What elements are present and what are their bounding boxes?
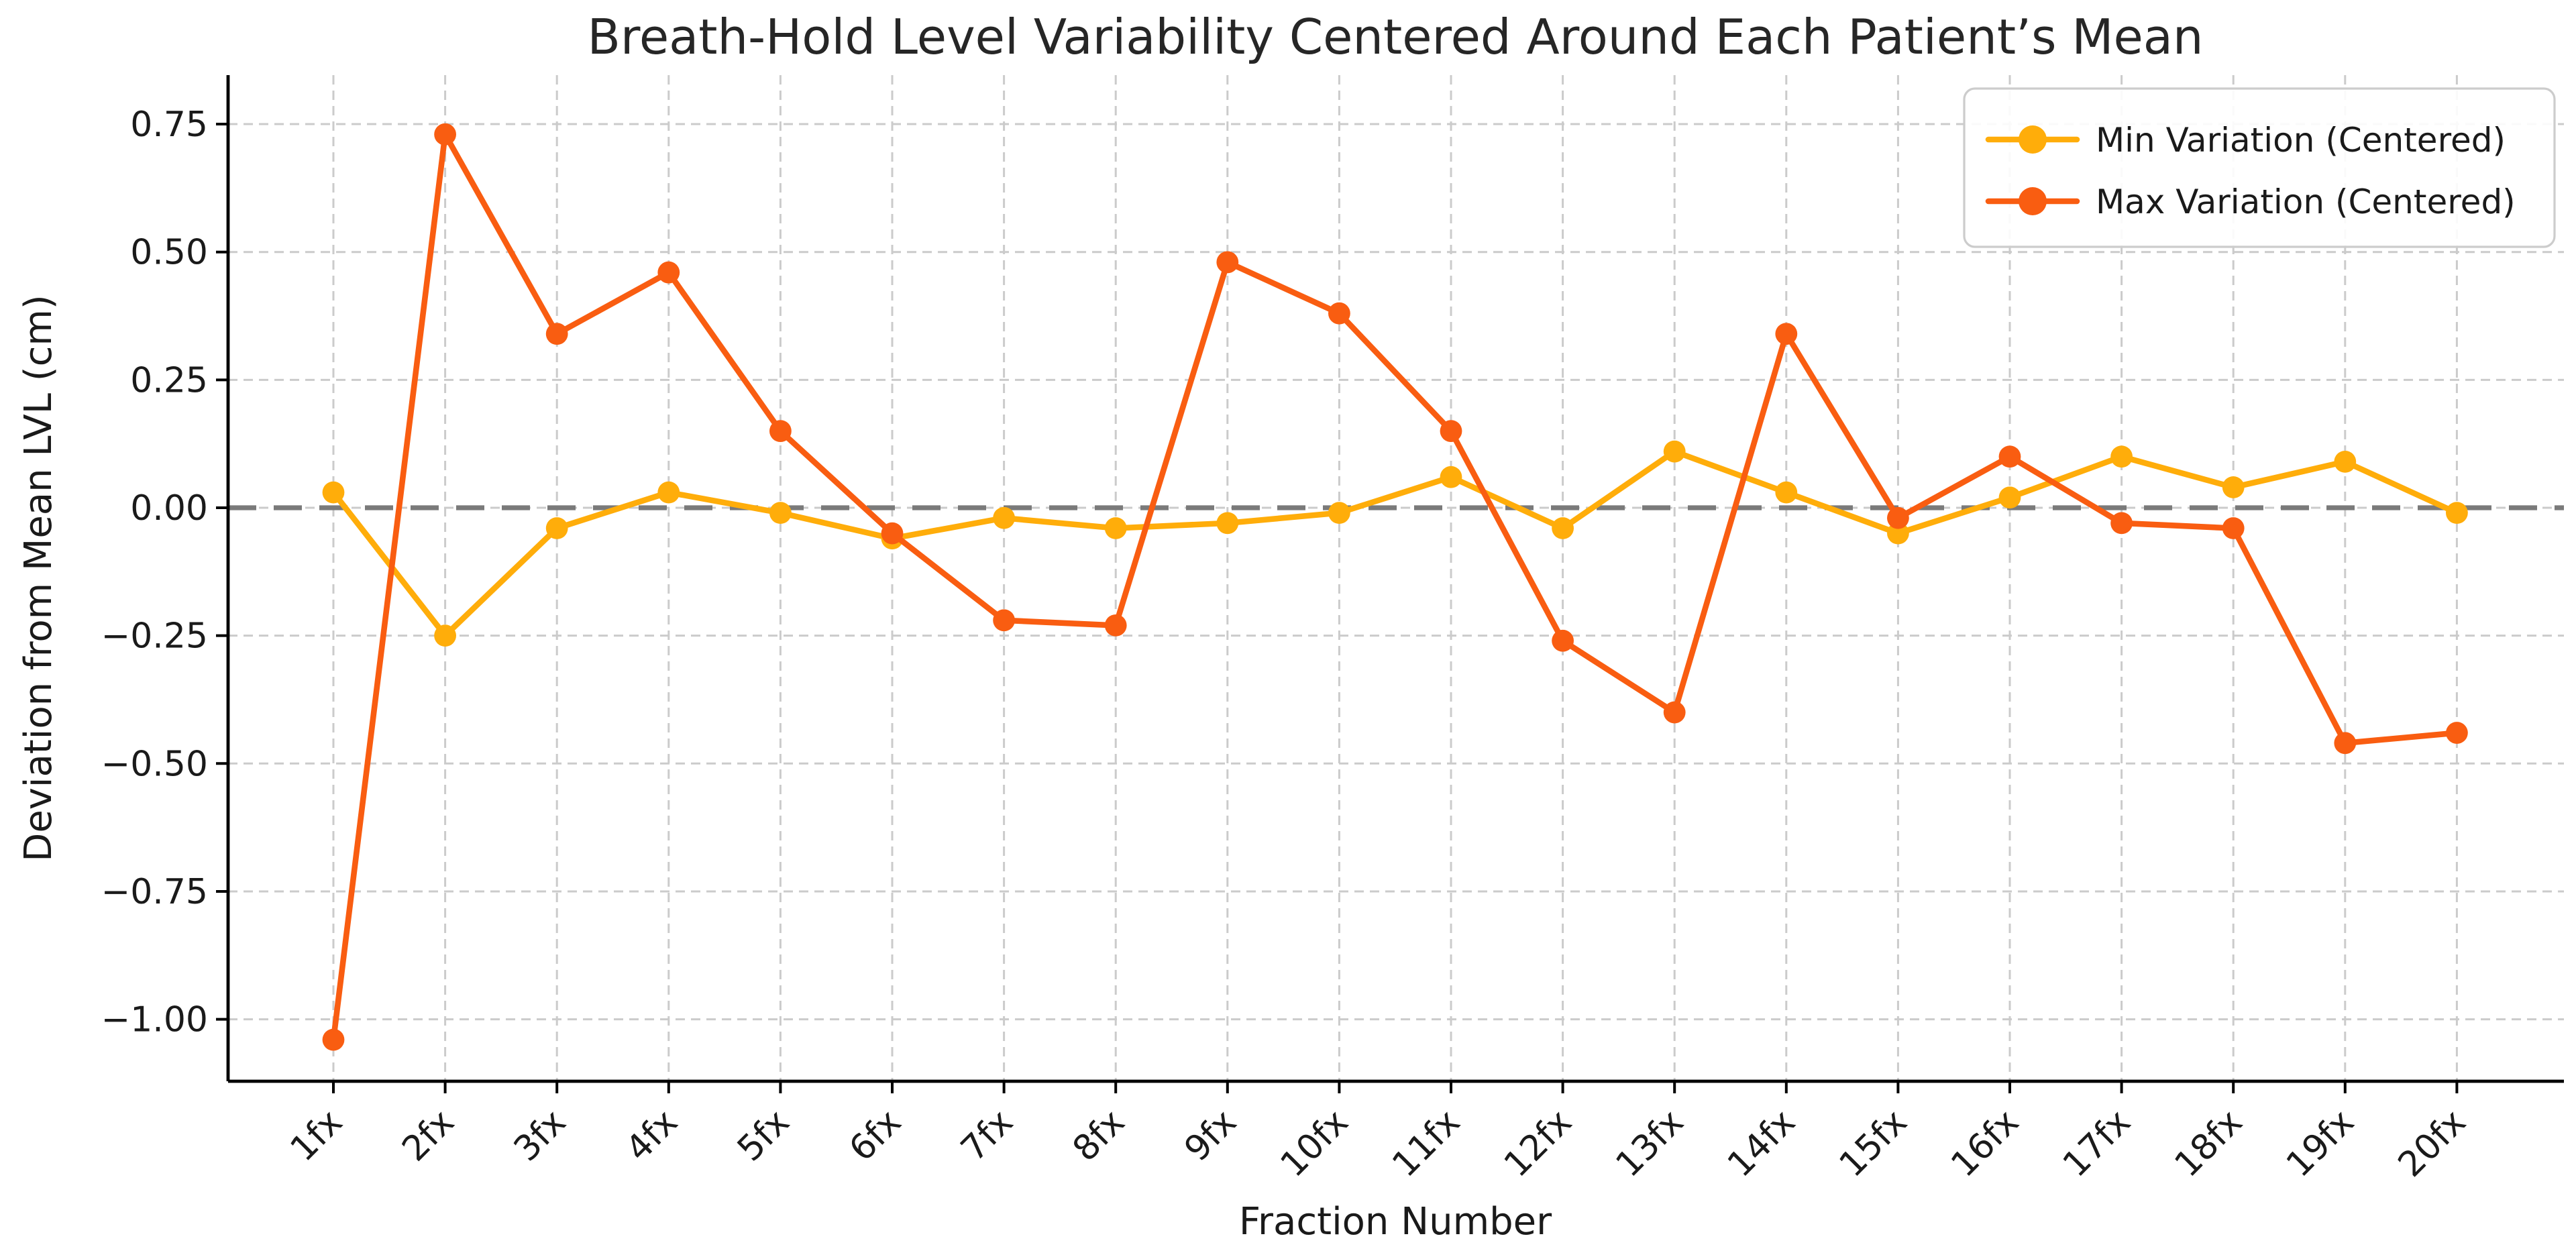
x-tick-label: 1fx [283,1102,351,1170]
legend-max-marker-icon [2019,187,2047,215]
legend-entry-min: Min Variation (Centered) [1985,121,2506,160]
data-point-max-3fx [545,323,568,345]
x-tick-label: 12fx [1497,1102,1580,1185]
x-tick-label: 19fx [2279,1102,2362,1185]
data-point-max-10fx [1328,302,1350,325]
data-point-min-18fx [2222,476,2245,498]
data-point-min-12fx [1552,517,1574,539]
data-point-min-10fx [1328,502,1350,525]
y-tick-label: 0.75 [130,105,208,145]
data-point-max-16fx [1998,445,2021,468]
legend: Min Variation (Centered) Max Variation (… [1963,87,2556,248]
x-tick-label: 10fx [1273,1102,1356,1185]
data-point-max-8fx [1104,614,1127,637]
data-point-max-17fx [2110,512,2133,535]
legend-max-label: Max Variation (Centered) [2096,182,2516,221]
data-point-max-1fx [322,1028,345,1051]
y-tick-label: −0.75 [101,872,208,912]
data-point-min-7fx [993,506,1015,529]
data-point-max-5fx [769,420,792,443]
y-axis-title: Deviation from Mean LVL (cm) [17,294,60,862]
x-tick-label: 14fx [1720,1102,1803,1185]
data-point-min-16fx [1998,486,2021,509]
data-point-min-3fx [545,517,568,539]
data-point-max-14fx [1775,323,1798,345]
x-tick-label: 8fx [1065,1102,1133,1170]
x-tick-label: 15fx [1832,1102,1915,1185]
x-tick-label: 5fx [730,1102,798,1170]
data-point-max-13fx [1663,701,1686,724]
data-point-min-14fx [1775,481,1798,504]
data-point-min-17fx [2110,445,2133,468]
x-tick-label: 11fx [1385,1102,1468,1185]
x-tick-label: 3fx [506,1102,574,1170]
data-point-max-11fx [1440,420,1462,443]
series-line-min [330,448,2460,639]
data-point-max-15fx [1887,506,1909,529]
series-line-max [330,131,2460,1043]
y-tick-label: 0.25 [130,360,208,400]
chart-title: Breath-Hold Level Variability Centered A… [587,9,2203,65]
data-point-min-2fx [434,624,456,647]
data-point-min-5fx [769,502,792,525]
data-point-max-9fx [1216,251,1239,274]
legend-entry-max: Max Variation (Centered) [1985,182,2516,221]
legend-min-marker-icon [2019,125,2047,154]
x-tick-label: 4fx [618,1102,686,1170]
data-point-min-4fx [657,481,680,504]
x-tick-label: 18fx [2167,1102,2250,1185]
data-point-max-2fx [434,123,456,146]
x-tick-label: 16fx [1943,1102,2027,1185]
y-tick-label: 0.00 [130,488,208,529]
data-point-max-7fx [993,609,1015,632]
data-point-max-20fx [2446,722,2468,744]
x-tick-label: 6fx [842,1102,910,1170]
data-point-min-15fx [1887,522,1909,545]
x-tick-label: 2fx [394,1102,462,1170]
axes-layer: 1fx 2fx 3fx 4fx 5fx 6fx 7fx 8fx 9fx 10fx 11fx 12fx 1… [101,105,2474,1185]
x-tick-label: 9fx [1177,1102,1244,1170]
data-point-min-11fx [1440,466,1462,488]
y-tick-label: 0.50 [130,233,208,273]
data-point-min-9fx [1216,512,1239,535]
x-axis-title: Fraction Number [1239,1200,1552,1244]
y-tick-label: −0.25 [101,616,208,657]
data-point-max-18fx [2222,517,2245,539]
data-point-min-13fx [1663,440,1686,463]
legend-min-label: Min Variation (Centered) [2096,121,2506,160]
x-tick-label: 7fx [953,1102,1021,1170]
x-tick-label: 17fx [2055,1102,2139,1185]
data-point-min-1fx [322,481,345,504]
legend-box [1963,87,2556,248]
data-point-max-6fx [881,522,904,545]
data-point-max-12fx [1552,629,1574,652]
x-tick-label: 20fx [2391,1102,2474,1185]
x-tick-label: 13fx [1608,1102,1691,1185]
data-point-max-19fx [2334,732,2357,755]
data-point-min-20fx [2446,502,2468,525]
y-tick-label: −0.50 [101,744,208,784]
data-point-max-4fx [657,261,680,284]
data-point-min-8fx [1104,517,1127,539]
data-point-min-19fx [2334,450,2357,473]
y-tick-label: −1.00 [101,1000,208,1040]
series-layer [322,123,2468,1051]
